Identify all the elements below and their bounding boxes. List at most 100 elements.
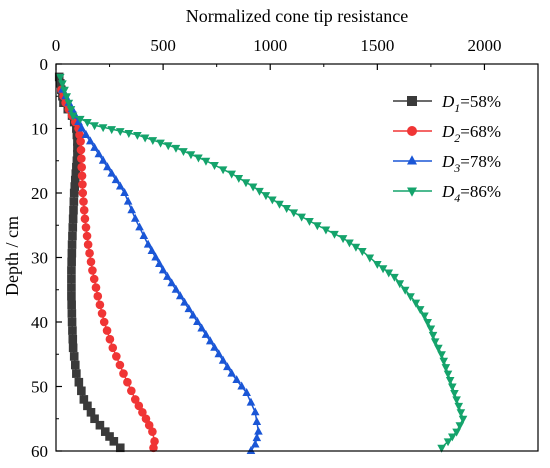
data-point	[415, 306, 425, 315]
data-point	[139, 231, 149, 240]
data-point	[210, 342, 219, 351]
data-point	[248, 183, 258, 192]
data-point	[88, 266, 97, 275]
data-point	[72, 369, 81, 378]
data-point	[130, 213, 140, 222]
data-point	[82, 231, 92, 241]
x-tick-label: 1500	[360, 36, 394, 55]
data-point	[77, 154, 86, 163]
data-point	[441, 364, 451, 373]
data-point	[148, 137, 158, 146]
data-point	[70, 175, 80, 185]
data-point	[130, 395, 140, 404]
data-point	[85, 136, 95, 145]
data-point	[151, 252, 160, 261]
data-point	[426, 325, 436, 334]
data-point	[75, 115, 85, 124]
data-point	[69, 188, 79, 198]
data-point	[58, 80, 67, 89]
data-point	[434, 344, 443, 353]
legend-marker	[407, 155, 417, 165]
data-point	[105, 432, 114, 441]
data-point	[67, 309, 77, 318]
legend: D1=58% D2=68% D3=78% D4=86%	[393, 92, 501, 205]
data-point	[79, 205, 89, 215]
x-tick-label: 2000	[467, 36, 501, 55]
data-point	[443, 370, 453, 379]
data-point	[454, 402, 464, 411]
legend-label: D1=58%	[441, 92, 501, 115]
y-tick-label: 30	[31, 249, 48, 268]
data-point	[90, 122, 99, 131]
data-point	[448, 383, 457, 392]
data-point	[123, 377, 132, 387]
data-point	[72, 162, 81, 172]
data-point	[67, 291, 76, 301]
y-tick-label: 10	[31, 120, 48, 139]
data-point	[64, 99, 74, 108]
x-tick-label: 0	[52, 36, 61, 55]
data-point	[112, 352, 121, 361]
data-point	[227, 368, 236, 377]
data-point	[68, 343, 78, 353]
y-tick-label: 40	[31, 313, 48, 332]
data-point	[205, 336, 215, 345]
data-point	[445, 377, 455, 385]
data-point	[252, 433, 262, 442]
data-point	[171, 284, 181, 293]
data-point	[241, 179, 251, 188]
data-point	[275, 200, 284, 209]
data-point	[351, 243, 361, 252]
data-point	[373, 260, 382, 269]
data-point	[458, 415, 468, 424]
data-point	[77, 171, 87, 181]
data-point	[242, 388, 251, 396]
data-point	[107, 126, 116, 135]
data-point	[80, 214, 90, 224]
data-point	[67, 240, 77, 249]
data-point	[261, 192, 271, 201]
data-point	[186, 151, 196, 160]
data-point	[67, 257, 76, 267]
data-point	[111, 175, 121, 184]
data-point	[420, 312, 429, 321]
data-point	[450, 389, 459, 398]
data-point	[77, 123, 87, 132]
data-point	[395, 280, 405, 289]
data-point	[223, 362, 232, 371]
data-point	[72, 156, 82, 166]
data-point	[68, 214, 78, 224]
y-tick-label: 0	[40, 55, 49, 74]
data-point	[437, 351, 446, 360]
legend-label: D2=68%	[441, 122, 501, 145]
data-point	[254, 426, 263, 435]
data-point	[62, 93, 72, 102]
data-point	[201, 329, 211, 338]
y-axis: 0 10 20 30 40 50 60	[31, 55, 62, 461]
data-point	[218, 355, 228, 364]
data-point	[268, 196, 277, 205]
data-point	[345, 239, 354, 248]
x-axis-title: Normalized cone tip resistance	[186, 6, 408, 26]
data-point	[115, 181, 125, 190]
data-point	[411, 299, 421, 308]
data-point	[120, 188, 129, 197]
data-point	[90, 142, 99, 151]
data-point	[390, 273, 399, 282]
data-point	[439, 357, 449, 366]
data-point	[67, 300, 76, 310]
data-point	[149, 443, 158, 453]
data-point	[452, 428, 461, 437]
legend-marker	[407, 96, 417, 106]
data-point	[60, 86, 69, 95]
data-point	[133, 131, 142, 140]
data-point	[83, 240, 93, 249]
data-point	[448, 433, 457, 442]
data-point	[105, 334, 115, 344]
data-point	[69, 352, 79, 361]
data-point	[171, 144, 181, 153]
data-point	[81, 223, 91, 232]
data-point	[365, 254, 375, 263]
data-point	[321, 226, 331, 235]
data-point	[68, 334, 78, 344]
